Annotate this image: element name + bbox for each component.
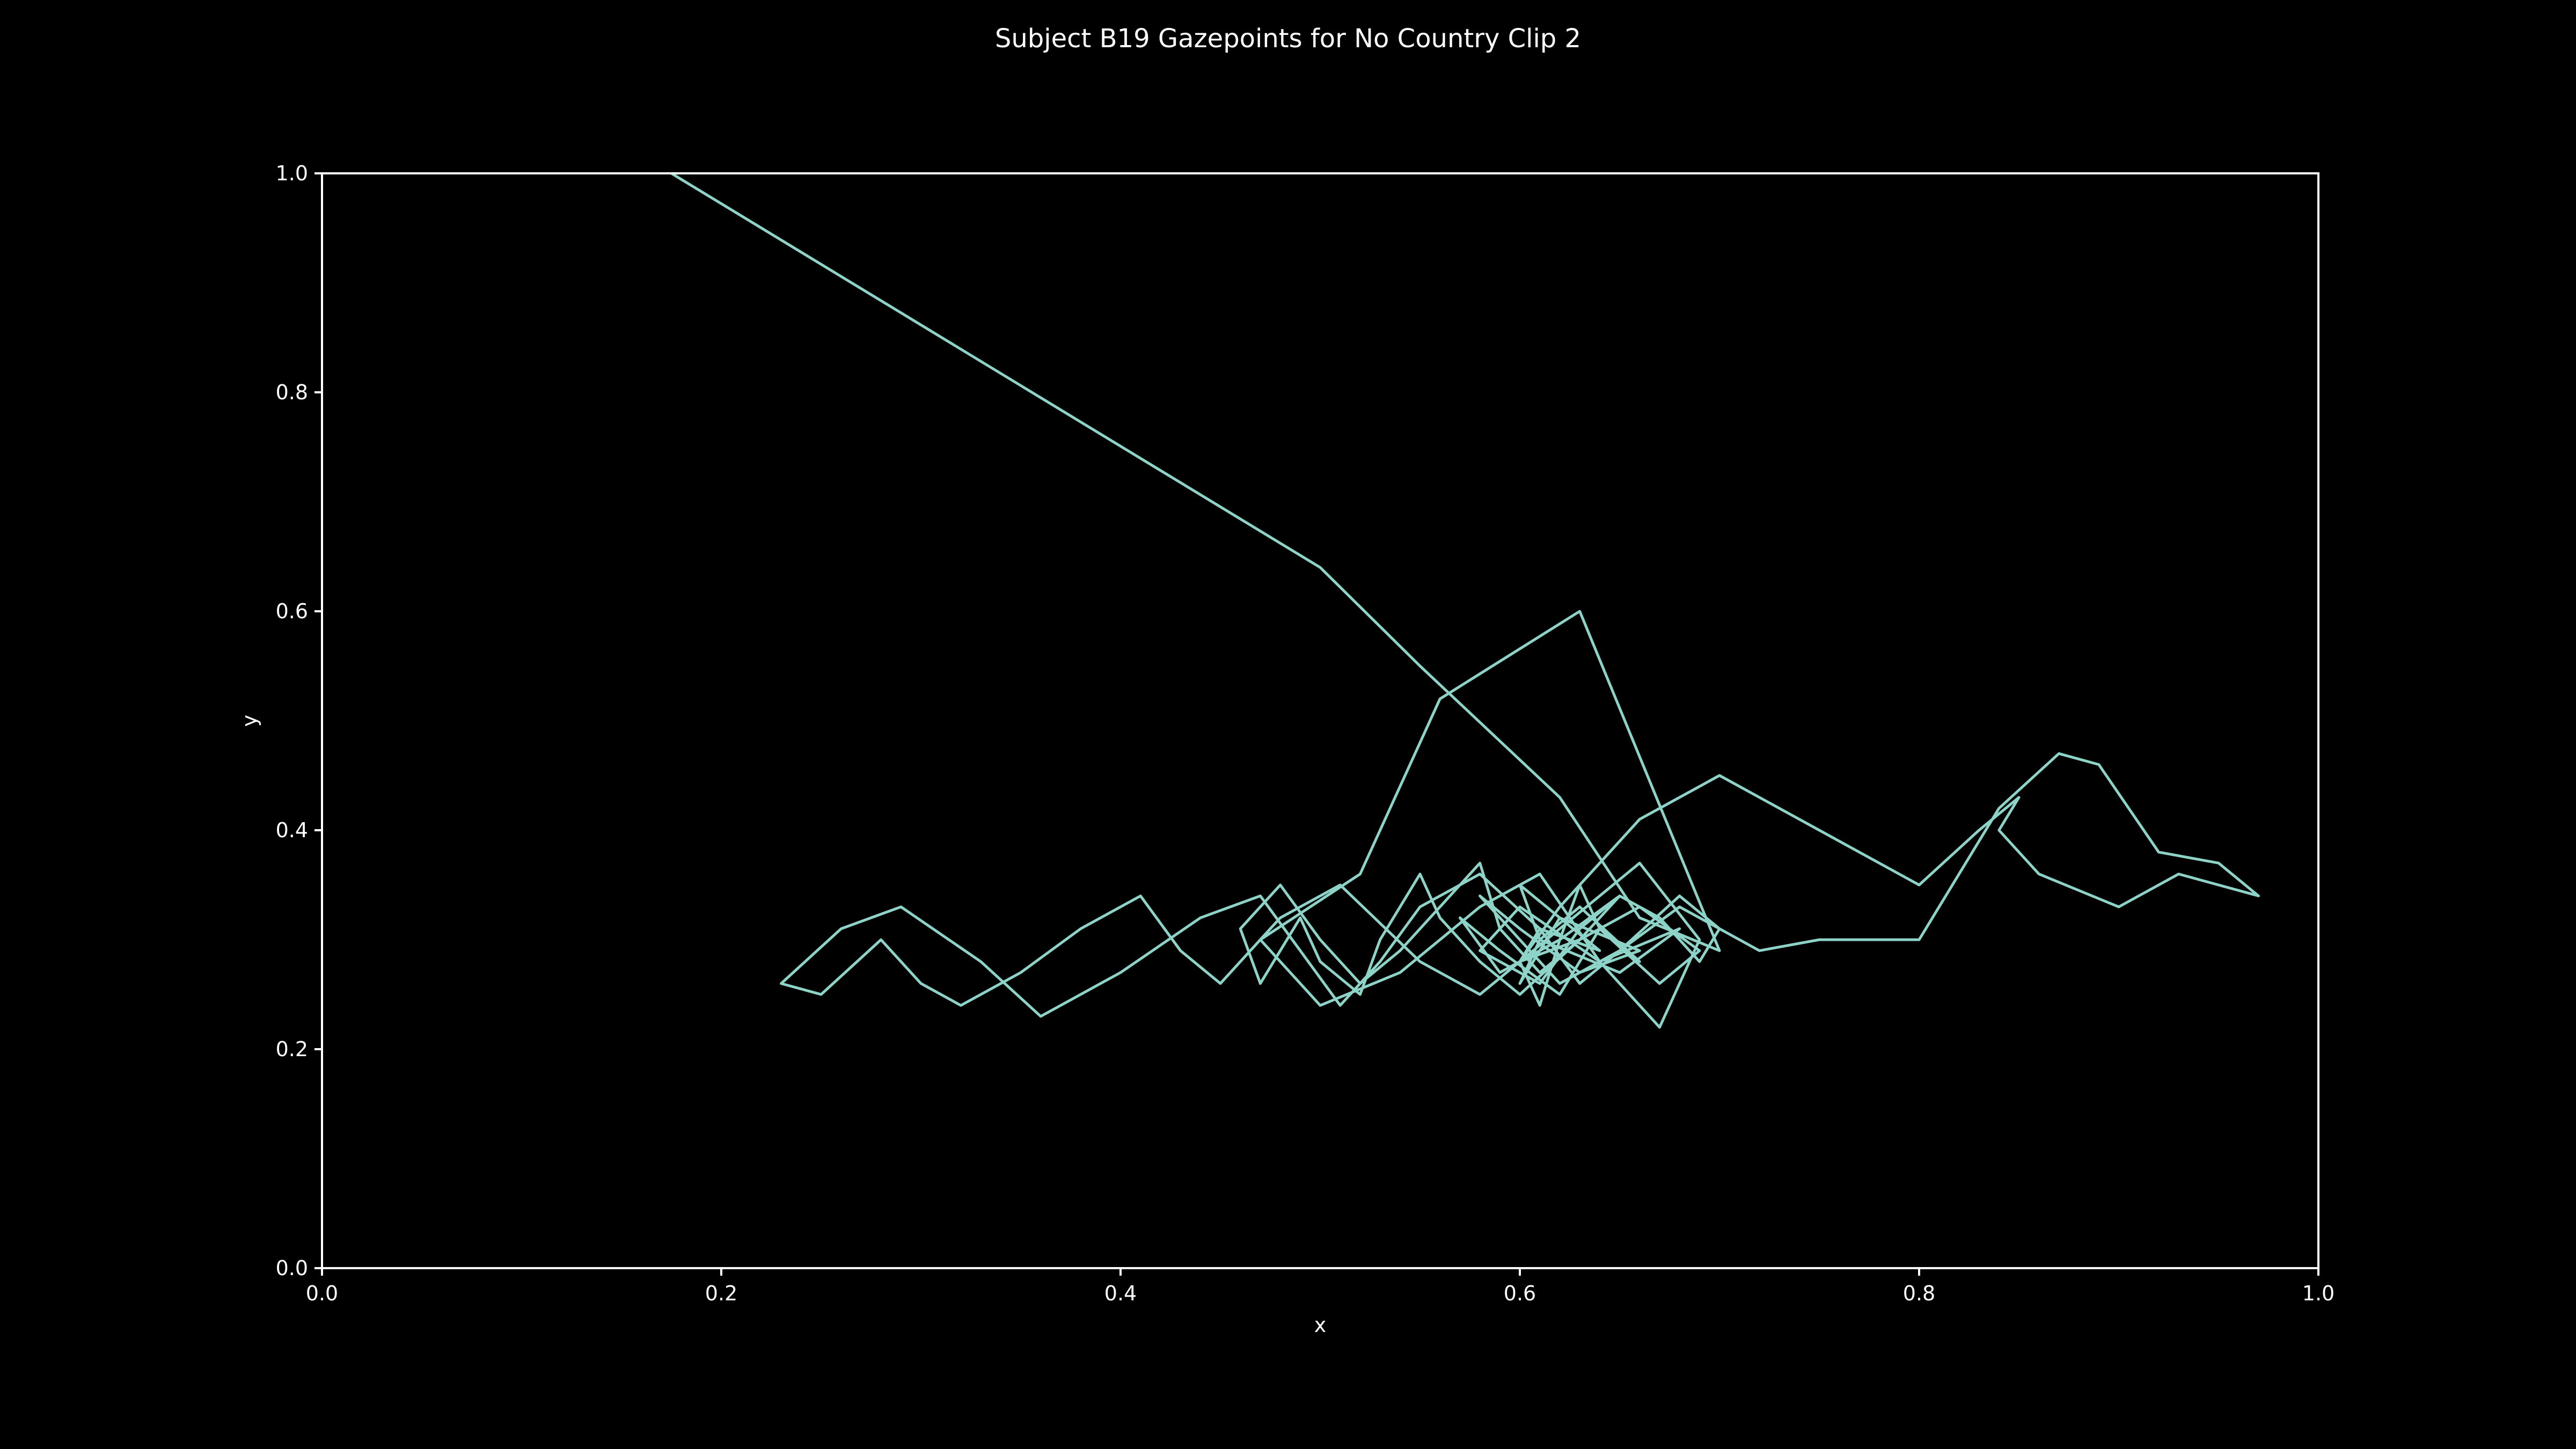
axes-frame: [321, 172, 2319, 1269]
x-tick-label: 0.2: [705, 1282, 737, 1305]
x-tick-label: 1.0: [2302, 1282, 2334, 1305]
y-axis: 0.0 0.2 0.4 0.6 0.8 1.0: [276, 162, 322, 1280]
y-tick-label: 1.0: [276, 162, 308, 185]
y-tick-label: 0.6: [276, 599, 308, 623]
y-tick-label: 0.8: [276, 380, 308, 404]
y-axis-label: y: [238, 715, 261, 727]
x-axis-label: x: [1314, 1313, 1327, 1337]
x-tick-label: 0.0: [306, 1282, 338, 1305]
y-tick-label: 0.0: [276, 1256, 308, 1280]
plot-area: [670, 172, 2260, 1029]
y-tick-label: 0.4: [276, 818, 308, 842]
x-axis: 0.0 0.2 0.4 0.6 0.8 1.0: [306, 1268, 2334, 1305]
y-tick-label: 0.2: [276, 1037, 308, 1061]
chart-title: Subject B19 Gazepoints for No Country Cl…: [995, 24, 1581, 54]
x-tick-label: 0.6: [1504, 1282, 1536, 1305]
gaze-path-line: [670, 172, 2260, 1029]
x-tick-label: 0.8: [1903, 1282, 1935, 1305]
x-tick-label: 0.4: [1104, 1282, 1137, 1305]
